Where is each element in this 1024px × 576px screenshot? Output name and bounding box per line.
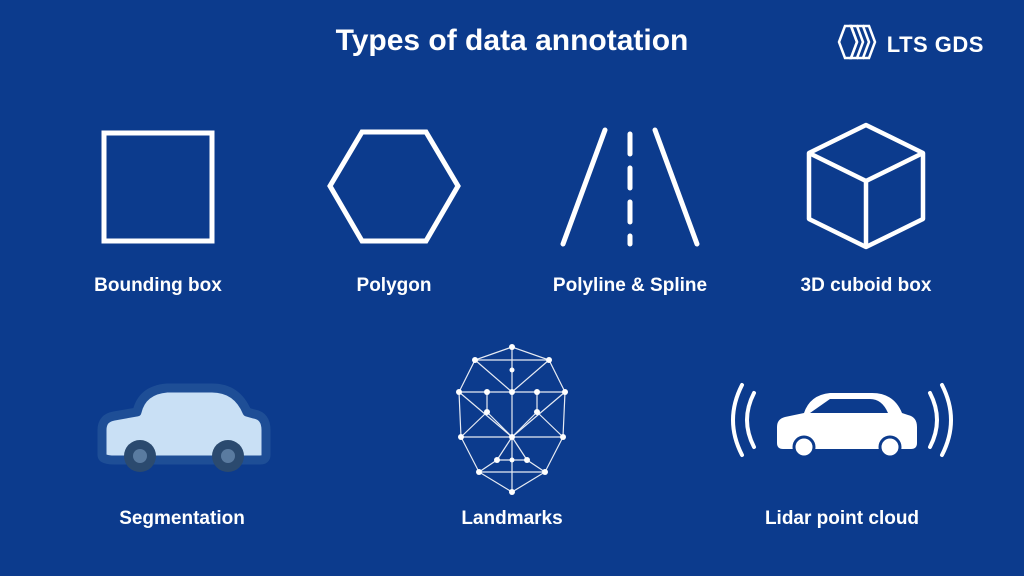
item-polyline: Polyline & Spline [525,117,735,297]
item-label: Polyline & Spline [553,275,707,297]
logo-text: LTS GDS [887,32,984,58]
items-grid: Bounding box Polygon [40,80,984,556]
item-cuboid: 3D cuboid box [761,117,971,297]
item-label: Polygon [357,275,432,297]
row-1: Bounding box Polygon [40,117,984,297]
item-label: Landmarks [461,508,562,530]
polygon-icon [324,117,464,257]
landmarks-icon [447,350,577,490]
item-landmarks: Landmarks [407,350,617,530]
logo-mark-icon [837,24,877,65]
item-label: 3D cuboid box [801,275,932,297]
polyline-icon [555,117,705,257]
item-bounding-box: Bounding box [53,117,263,297]
cuboid-icon [801,117,931,257]
infographic-canvas: Types of data annotation LTS GDS [0,0,1024,576]
page-title: Types of data annotation [336,24,689,58]
item-label: Bounding box [94,275,222,297]
header: Types of data annotation LTS GDS [40,24,984,80]
item-label: Segmentation [119,508,245,530]
item-segmentation: Segmentation [77,350,287,530]
bounding-box-icon [98,117,218,257]
item-label: Lidar point cloud [765,508,919,530]
lidar-icon [722,350,962,490]
row-2: Segmentation [40,350,984,530]
item-polygon: Polygon [289,117,499,297]
item-lidar: Lidar point cloud [737,350,947,530]
segmentation-icon [82,350,282,490]
brand-logo: LTS GDS [837,24,984,65]
